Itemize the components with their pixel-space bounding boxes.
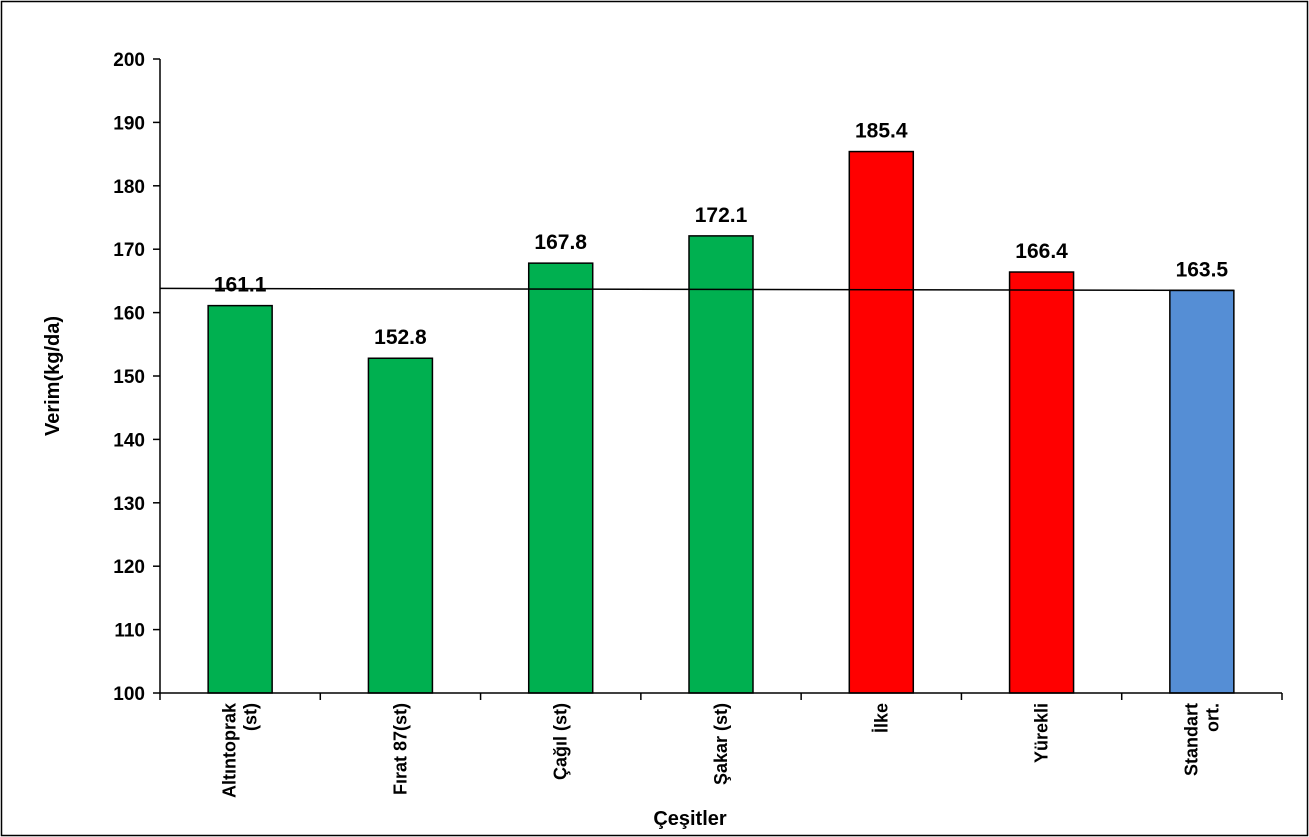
reference-line <box>159 287 1234 292</box>
x-tick-label: Fırat 87(st) <box>390 703 410 795</box>
y-axis-title: Verim(kg/da) <box>42 316 64 436</box>
bars <box>207 150 1235 694</box>
y-tick-label: 170 <box>113 240 145 261</box>
data-label: 172.1 <box>695 204 748 227</box>
data-label: 167.8 <box>534 231 587 254</box>
y-tick-label: 160 <box>113 304 145 325</box>
x-tick-label: Çağıl (st) <box>551 703 571 780</box>
bar <box>848 150 915 694</box>
y-tick-label: 130 <box>113 494 145 515</box>
y-tick-label: 180 <box>113 177 145 198</box>
data-label: 166.4 <box>1015 240 1068 263</box>
x-tick-label: (st) <box>241 703 261 731</box>
data-label: 185.4 <box>855 120 908 143</box>
x-tick-label: Standart <box>1181 703 1201 776</box>
data-label: 163.5 <box>1176 258 1229 281</box>
bar <box>207 304 273 694</box>
x-tick-label: Altıntoprak <box>220 702 240 798</box>
x-tick-label: İlke <box>871 703 891 733</box>
data-label: 161.1 <box>214 274 267 297</box>
bar <box>527 262 594 694</box>
reference-line-group <box>159 287 1234 292</box>
bar <box>1169 289 1235 694</box>
y-tick-label: 200 <box>113 50 145 71</box>
y-tick-label: 110 <box>114 621 145 642</box>
bar <box>1008 271 1075 694</box>
data-label: 152.8 <box>374 326 427 349</box>
x-tick-label: ort. <box>1202 703 1222 732</box>
y-tick-label: 100 <box>113 684 145 705</box>
y-tick-label: 190 <box>113 113 145 134</box>
y-tick-label: 120 <box>113 557 145 578</box>
y-tick-label: 140 <box>113 430 145 451</box>
value-labels: 161.1 152.8 167.8 172.1 185.4 166.4 163.5 <box>214 120 1229 350</box>
category-labels: Altıntoprak (st) Fırat 87(st) Çağıl (st) Şak… <box>220 702 1223 798</box>
y-tick-label: 150 <box>113 367 145 388</box>
axes <box>159 59 1283 700</box>
x-tick-label: Şakar (st) <box>711 703 731 785</box>
y-axis-ticks: 100 110 120 130 140 150 160 170 180 190 200 <box>113 50 160 705</box>
x-axis-title: Çeşitler <box>653 808 727 830</box>
bar <box>688 235 754 694</box>
bar <box>367 357 434 694</box>
x-tick-label: Yürekli <box>1032 703 1052 763</box>
